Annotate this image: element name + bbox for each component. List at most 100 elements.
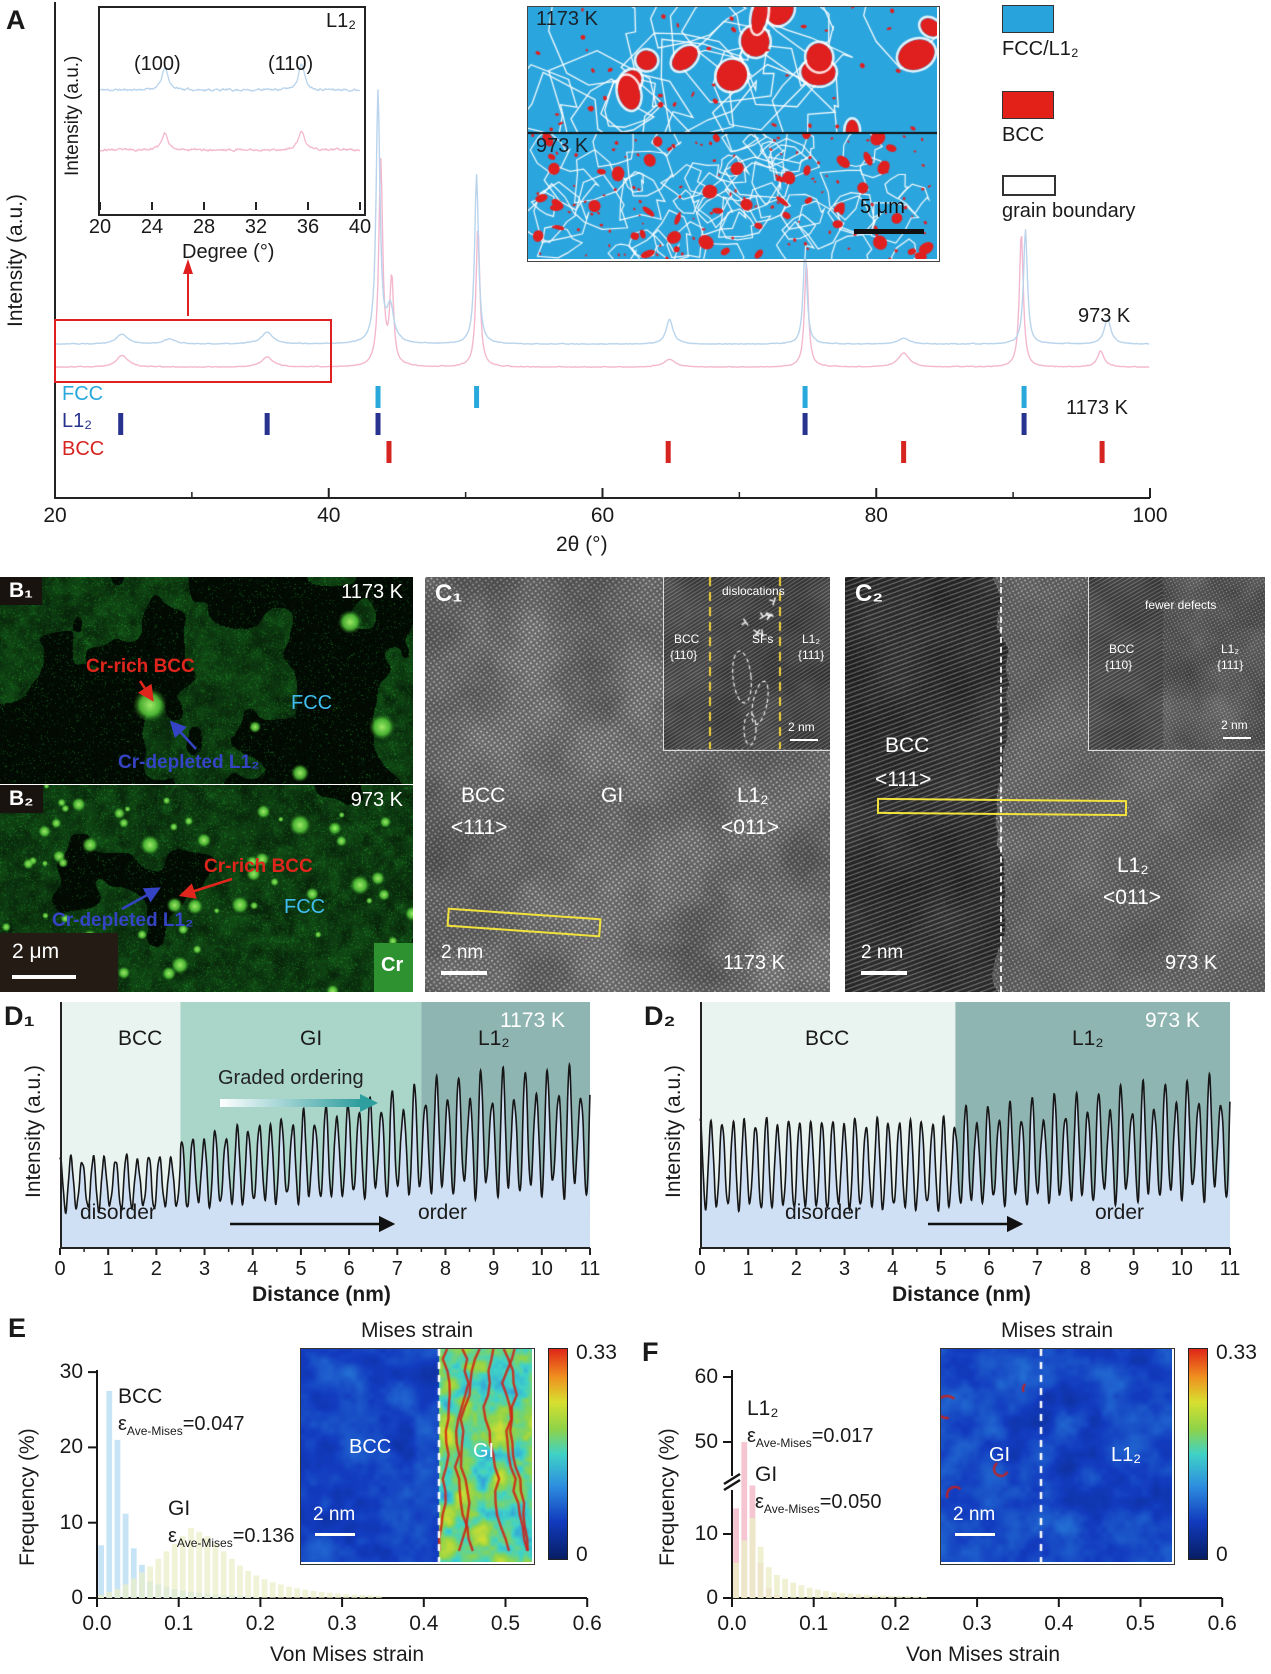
tick-label: 4 xyxy=(247,1258,259,1280)
c2-l12-label: L1₂ xyxy=(1117,854,1149,877)
xrd-plot xyxy=(54,2,1151,499)
panel-d2-profile: D₂ Intensity (a.u.) BCC L1₂ 973 K disord… xyxy=(640,996,1271,1312)
tick-label: 0.1 xyxy=(799,1612,829,1635)
inset-peak-110: (110) xyxy=(268,53,314,75)
b1-cr-depleted-l12-label: Cr-depleted L1₂ xyxy=(118,752,260,773)
legend-label-bcc: BCC xyxy=(1002,124,1045,146)
f-gi-label: GI xyxy=(755,1463,778,1486)
tick-label: 0.6 xyxy=(572,1612,602,1635)
d2-x-tick-labels: 0 1 2 3 4 5 6 7 8 9 10 11 xyxy=(694,1258,1240,1282)
panel-a-xrd: A Intensity (a.u.) 20 40 60 80 100 2θ (°) 97… xyxy=(0,0,1271,560)
legend-label-grain-boundary: grain boundary xyxy=(1002,200,1136,222)
legend-swatch-fcc-l12 xyxy=(1002,5,1054,33)
b-scalebar-chip: 2 μm xyxy=(0,933,118,992)
tick-label: 0.3 xyxy=(962,1612,992,1635)
f-l12-label: L1₂ xyxy=(747,1397,779,1420)
tick-label: 1 xyxy=(742,1258,754,1280)
c2-scalebar-line xyxy=(861,971,907,975)
c1-inset-dislocations-label: dislocations xyxy=(722,584,785,598)
b2-temp: 973 K xyxy=(350,789,403,811)
e-map-scalebar-label: 2 nm xyxy=(313,1504,356,1525)
legend-swatch-grain-boundary xyxy=(1002,175,1056,196)
c1-l12-direction: <011> xyxy=(721,816,780,839)
b1-fcc-label: FCC xyxy=(291,692,333,714)
inset-y-axis-label: Intensity (a.u.) xyxy=(62,55,83,177)
tick-label: 10 xyxy=(1170,1258,1193,1280)
phase-map-inset: 1173 K 973 K 5 μm xyxy=(527,6,940,262)
e-bcc-eps-val: =0.047 xyxy=(182,1413,245,1435)
c2-inset-fewer-defects-label: fewer defects xyxy=(1145,598,1217,612)
tick-label: 36 xyxy=(296,216,320,238)
c1-l12-label: L1₂ xyxy=(737,784,769,807)
tick-label: 20 xyxy=(88,216,112,238)
d1-graded-ordering-label: Graded ordering xyxy=(218,1067,364,1089)
tick-label: 2 xyxy=(790,1258,802,1280)
tick-label: 11 xyxy=(1219,1258,1241,1280)
e-gi-eps-sub: Ave-Mises xyxy=(176,1536,233,1550)
f-colorbar xyxy=(1188,1348,1208,1560)
legend-swatch-bcc xyxy=(1002,91,1054,119)
d1-temp: 1173 K xyxy=(500,1009,565,1032)
tick-label: 8 xyxy=(439,1258,452,1280)
e-x-tick-labels: 0.0 0.1 0.2 0.3 0.4 0.5 0.6 xyxy=(0,1612,640,1636)
tick-label: 24 xyxy=(140,216,164,238)
a-x-tick-labels: 20 40 60 80 100 xyxy=(40,504,1220,530)
panel-label-f: F xyxy=(642,1337,659,1367)
c1-inset-scalebar-label: 2 nm xyxy=(788,720,815,734)
tick-label: 5 xyxy=(295,1258,307,1280)
tick-label: 0.4 xyxy=(409,1612,439,1635)
f-map-scalebar-line xyxy=(955,1533,995,1536)
tick-label: 30 xyxy=(59,1360,83,1384)
d2-plot xyxy=(699,1002,1231,1255)
tick-label: 40 xyxy=(317,504,341,527)
tick-label: 50 xyxy=(694,1430,718,1453)
c1-inset-l12-plane: {111} xyxy=(798,648,825,662)
c1-bcc-label: BCC xyxy=(461,784,506,807)
f-x-axis-label: Von Mises strain xyxy=(905,1643,1061,1666)
e-strain-map-inset: BCC GI 2 nm xyxy=(300,1348,535,1565)
tick-label: 0 xyxy=(54,1258,66,1280)
panel-f-strain-histogram: F Frequency (%) L1₂ εAve-Mises=0.017 GI … xyxy=(640,1312,1271,1674)
c1-scalebar-line xyxy=(441,971,487,975)
f-map-l12-label: L1₂ xyxy=(1111,1444,1142,1466)
d1-order-label: order xyxy=(418,1201,468,1224)
f-gi-eps-val: =0.050 xyxy=(819,1491,882,1513)
tick-label: 4 xyxy=(887,1258,899,1280)
panel-c2-hrtem: C₂ BCC <111> L1₂ <011> 2 nm 973 K fewer … xyxy=(845,577,1265,992)
c1-defect-inset: dislocations BCC {110} SFs L1₂ {111} 2 n… xyxy=(663,577,830,751)
d1-region-l12: L1₂ xyxy=(478,1027,510,1050)
tick-label: 2 xyxy=(150,1258,162,1280)
e-map-gi-label: GI xyxy=(473,1440,495,1462)
curve-label-973k: 973 K xyxy=(1078,305,1131,327)
tick-label: 10 xyxy=(59,1510,83,1534)
d2-region-l12: L1₂ xyxy=(1072,1027,1104,1050)
inset-x-axis-label: Degree (°) xyxy=(182,241,275,263)
tick-label: 5 xyxy=(935,1258,947,1280)
c1-inset-sfs-label: SFs xyxy=(752,632,774,646)
d2-region-bcc: BCC xyxy=(805,1027,850,1050)
d2-order-label: order xyxy=(1095,1201,1145,1224)
xrd-zoom-inset: L1₂ (100) (110) xyxy=(98,6,366,216)
d2-disorder-label: disorder xyxy=(785,1201,861,1224)
panel-label-c2: C₂ xyxy=(855,580,883,607)
f-map-scalebar-label: 2 nm xyxy=(953,1504,996,1525)
row-label-l12: L1₂ xyxy=(62,410,93,432)
cr-element-chip: Cr xyxy=(374,943,413,992)
phase-map-scalebar-label: 5 μm xyxy=(860,196,905,218)
tick-label: 0.3 xyxy=(327,1612,357,1635)
b2-cr-rich-bcc-label: Cr-rich BCC xyxy=(204,856,313,877)
c2-inset-canvas xyxy=(1089,577,1265,749)
tick-label: 0.5 xyxy=(1125,1612,1156,1635)
c2-profile-box xyxy=(876,797,1128,817)
f-colorbar-min: 0 xyxy=(1216,1543,1228,1566)
c2-l12-direction: <011> xyxy=(1103,886,1162,909)
tick-label: 60 xyxy=(590,504,615,527)
e-bcc-eps-sym: ε xyxy=(118,1413,127,1435)
eds-map-b2: B₂ 973 K Cr-rich BCC FCC Cr-depleted L1₂… xyxy=(0,785,413,992)
c2-defect-inset: fewer defects BCC {110} L1₂ {111} 2 nm xyxy=(1088,577,1265,751)
e-map-scalebar-line xyxy=(315,1533,355,1536)
c1-inset-scalebar-line xyxy=(790,739,818,741)
tick-label: 7 xyxy=(391,1258,403,1280)
tick-label: 40 xyxy=(348,216,372,238)
f-x-tick-labels: 0.0 0.1 0.2 0.3 0.4 0.5 0.6 xyxy=(640,1612,1271,1636)
